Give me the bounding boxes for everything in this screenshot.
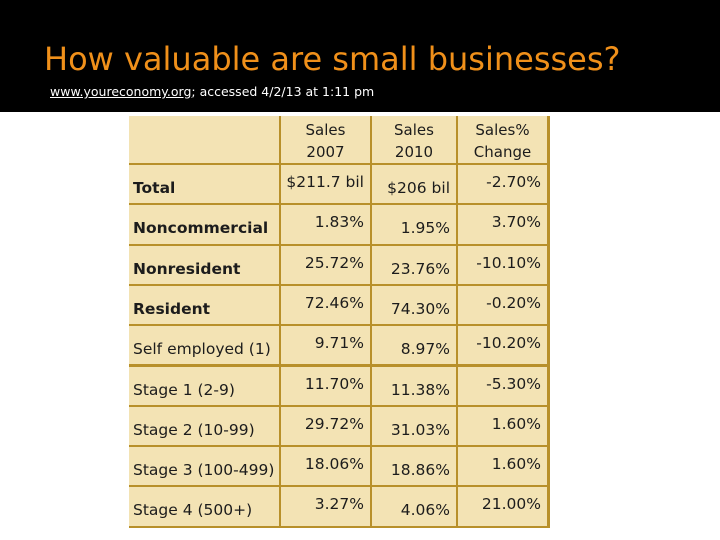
sales-table: Sales 2007 Sales 2010 Sales% Change Tota…	[129, 116, 550, 528]
cell-sales-change: 21.00%	[458, 487, 547, 526]
cell-sales-change: 3.70%	[458, 205, 547, 244]
row-label: Stage 1 (2-9)	[129, 366, 279, 405]
cell-sales-2010: 23.76%	[372, 245, 456, 284]
cell-sales-change: -10.20%	[458, 326, 547, 365]
title-bar: How valuable are small businesses? www.y…	[0, 0, 720, 112]
row-label: Stage 2 (10-99)	[129, 406, 279, 446]
row-label: Resident	[129, 285, 279, 325]
source-accessed: ; accessed 4/2/13 at 1:11 pm	[191, 84, 375, 99]
cell-sales-change: -0.20%	[458, 285, 547, 325]
cell-sales-2010: 8.97%	[372, 326, 456, 365]
cell-sales-2010: 74.30%	[372, 285, 456, 325]
cell-sales-2010: $206 bil	[372, 165, 456, 204]
cell-sales-2010: 11.38%	[372, 366, 456, 405]
cell-sales-2007: 25.72%	[281, 245, 370, 284]
header-blank	[129, 116, 279, 163]
row-label: Nonresident	[129, 245, 279, 284]
cell-sales-2007: 29.72%	[281, 406, 370, 446]
cell-sales-2010: 18.86%	[372, 447, 456, 486]
cell-sales-2007: 1.83%	[281, 205, 370, 244]
source-note: www.youreconomy.org; accessed 4/2/13 at …	[50, 84, 374, 99]
source-link[interactable]: www.youreconomy.org	[50, 84, 192, 99]
header-sales-2007: Sales 2007	[281, 116, 370, 163]
cell-sales-change: -2.70%	[458, 165, 547, 204]
cell-sales-change: -5.30%	[458, 366, 547, 405]
cell-sales-2010: 1.95%	[372, 205, 456, 244]
cell-sales-change: -10.10%	[458, 245, 547, 284]
cell-sales-change: 1.60%	[458, 447, 547, 486]
row-label: Stage 3 (100-499)	[129, 447, 279, 486]
cell-sales-2010: 31.03%	[372, 406, 456, 446]
header-sales-2010: Sales 2010	[372, 116, 456, 163]
cell-sales-2010: 4.06%	[372, 487, 456, 526]
cell-sales-2007: 3.27%	[281, 487, 370, 526]
row-label: Stage 4 (500+)	[129, 487, 279, 526]
cell-sales-2007: 9.71%	[281, 326, 370, 365]
cell-sales-change: 1.60%	[458, 406, 547, 446]
row-label: Noncommercial	[129, 205, 279, 244]
cell-sales-2007: 18.06%	[281, 447, 370, 486]
cell-sales-2007: $211.7 bil	[281, 165, 370, 204]
row-label: Self employed (1)	[129, 326, 279, 365]
cell-sales-2007: 11.70%	[281, 366, 370, 405]
slide-title: How valuable are small businesses?	[44, 40, 621, 78]
cell-sales-2007: 72.46%	[281, 285, 370, 325]
row-label: Total	[129, 165, 279, 204]
header-sales-change: Sales% Change	[458, 116, 547, 163]
